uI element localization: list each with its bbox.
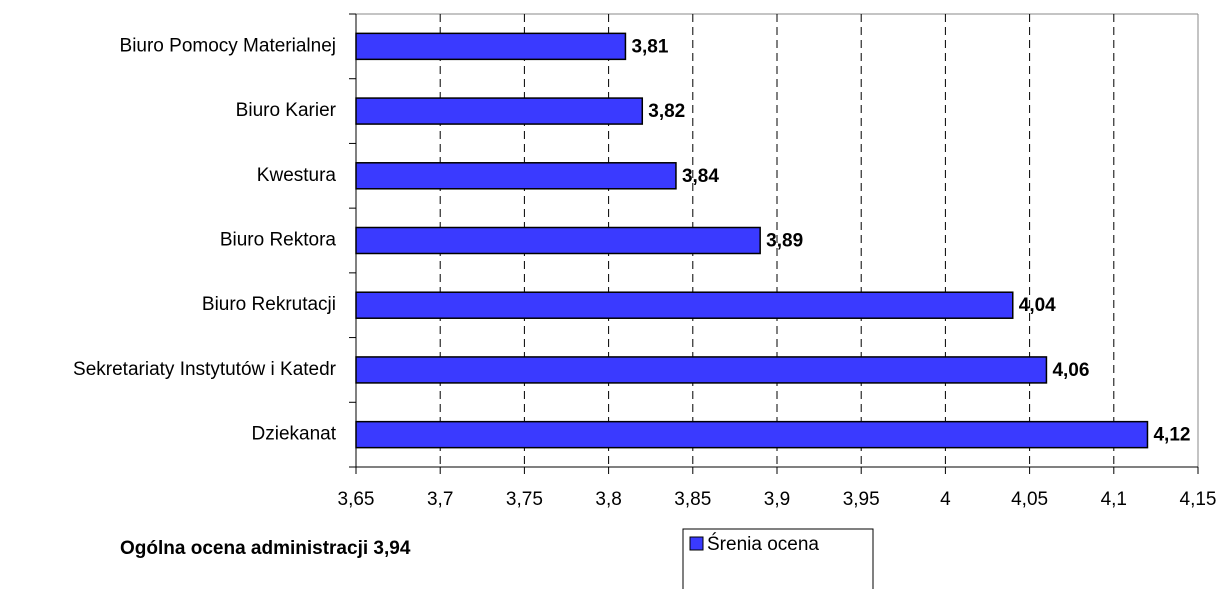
data-label: 3,84 [682, 166, 719, 187]
legend-label: Śrenia ocena [707, 533, 819, 555]
x-tick-label: 3,65 [338, 489, 375, 510]
x-tick-label: 3,7 [427, 489, 453, 510]
bar [355, 420, 1149, 449]
bar [355, 97, 644, 125]
x-tick-label: 4,05 [1011, 489, 1048, 510]
x-tick-label: 4,1 [1101, 489, 1127, 510]
y-tick-label: Biuro Rekrutacji [202, 294, 336, 315]
y-tick-label: Kwestura [257, 165, 337, 186]
y-tick-label: Dziekanat [252, 424, 337, 445]
bar [355, 291, 1014, 319]
data-label: 4,06 [1052, 360, 1089, 381]
legend-box [682, 528, 874, 589]
data-label: 3,89 [766, 231, 803, 252]
annotation: Ogólna ocena administracji 3,94 [120, 538, 411, 559]
y-tick-label: Biuro Pomocy Materialnej [120, 35, 336, 56]
x-tick-label: 3,9 [764, 489, 790, 510]
data-label: 3,82 [648, 101, 685, 122]
x-tick-label: 3,8 [595, 489, 621, 510]
x-tick-label: 3,85 [674, 489, 711, 510]
bar [355, 226, 761, 255]
x-tick-label: 3,75 [506, 489, 543, 510]
bar [355, 356, 1048, 384]
x-tick-label: 4,15 [1180, 489, 1217, 510]
y-tick-label: Biuro Karier [236, 100, 337, 121]
y-tick-label: Biuro Rektora [220, 230, 337, 251]
bar [355, 162, 677, 190]
bar [355, 32, 627, 61]
x-tick-label: 3,95 [843, 489, 880, 510]
x-tick-label: 4 [940, 489, 951, 510]
data-label: 3,81 [631, 36, 668, 57]
legend-swatch [689, 536, 704, 551]
y-tick-label: Sekretariaty Instytutów i Katedr [73, 359, 337, 380]
data-label: 4,12 [1153, 425, 1190, 446]
data-label: 4,04 [1019, 295, 1056, 316]
